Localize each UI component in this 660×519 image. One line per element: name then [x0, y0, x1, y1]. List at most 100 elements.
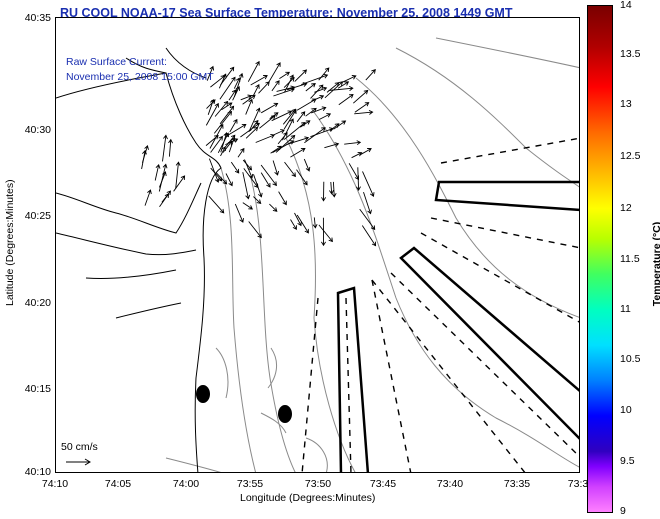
current-vector — [214, 100, 229, 117]
current-vector — [228, 137, 236, 153]
y-tick-label: 40:35 — [24, 12, 51, 24]
current-vector — [329, 181, 334, 195]
current-vectors — [141, 60, 377, 247]
current-vector — [324, 142, 340, 149]
current-vector — [283, 121, 306, 140]
current-vector — [247, 60, 260, 82]
current-vector — [305, 107, 317, 117]
current-vector — [361, 225, 377, 247]
scale-label: 50 cm/s — [61, 441, 98, 453]
current-vector — [158, 163, 168, 192]
current-vector — [294, 69, 308, 82]
current-vector — [284, 161, 296, 178]
colorbar-tick: 13.5 — [620, 48, 641, 60]
current-vector — [260, 172, 271, 188]
current-vector — [354, 102, 370, 113]
current-vector — [270, 145, 282, 154]
current-vector — [215, 172, 228, 185]
colorbar-tick: 11.5 — [620, 253, 640, 265]
current-vector — [344, 140, 362, 146]
current-vector — [243, 168, 259, 189]
current-vector — [250, 75, 268, 86]
current-vector — [333, 120, 347, 130]
current-vector — [326, 82, 340, 93]
x-tick-label: 73:3 — [567, 478, 589, 490]
current-vector — [245, 126, 259, 139]
current-vector — [242, 94, 256, 105]
scale-arrow — [66, 458, 91, 466]
y-tick-label: 40:15 — [24, 383, 51, 395]
current-vector — [283, 109, 297, 130]
colorbar-title: Temperature (°C) — [651, 221, 660, 307]
current-vector — [296, 98, 317, 111]
current-vector — [259, 115, 276, 129]
current-vector — [337, 81, 350, 89]
current-vector — [290, 219, 297, 231]
current-vector — [258, 81, 270, 94]
current-vector — [162, 134, 168, 162]
current-vector — [233, 72, 244, 97]
colorbar-tick: 12.5 — [620, 150, 641, 162]
colorbar-tick: 13 — [620, 98, 632, 110]
current-vector — [338, 93, 354, 106]
current-vector — [271, 80, 280, 92]
sector-dashed-lines — [301, 137, 579, 472]
current-vector — [300, 120, 311, 128]
current-vector — [356, 167, 361, 191]
current-vector — [245, 98, 253, 115]
y-tick-label: 40:25 — [24, 210, 51, 222]
current-vector — [209, 123, 224, 149]
map-panel: Raw Surface Current: November 25, 2008 1… — [55, 17, 580, 473]
current-legend-time: November 25, 2008 15:00 GMT — [66, 71, 214, 83]
current-vector — [244, 159, 254, 179]
colorbar-tick: 9.5 — [620, 455, 635, 467]
current-vector — [206, 99, 216, 109]
current-vector — [353, 89, 369, 104]
x-tick-label: 74:05 — [104, 478, 132, 490]
current-vector — [363, 191, 372, 215]
current-vector — [242, 172, 251, 200]
current-vector — [253, 174, 263, 198]
colorbar-tick: 9 — [620, 505, 626, 517]
current-vector — [234, 203, 244, 223]
current-vector — [141, 149, 147, 170]
current-vector — [321, 217, 326, 247]
current-vector — [269, 203, 278, 212]
current-vector — [305, 82, 316, 92]
x-tick-label: 73:35 — [503, 478, 531, 490]
current-vector — [260, 102, 279, 114]
current-vector — [206, 65, 215, 81]
current-vector — [220, 66, 235, 86]
x-axis-title: Longitude (Degrees:Minutes) — [240, 492, 376, 504]
current-vector — [296, 214, 309, 234]
current-vector — [312, 217, 318, 229]
coastline — [56, 47, 222, 472]
current-vector — [354, 109, 374, 115]
current-vector — [210, 75, 226, 88]
current-vector — [205, 102, 219, 126]
current-vector — [286, 136, 310, 146]
colorbar-tick: 10 — [620, 404, 632, 416]
current-vector — [158, 171, 167, 188]
current-vector — [222, 140, 233, 153]
current-vector — [278, 191, 287, 206]
x-tick-label: 73:40 — [436, 478, 464, 490]
current-legend-label: Raw Surface Current: — [66, 56, 167, 68]
map-graphic — [56, 37, 579, 472]
y-tick-label: 40:30 — [24, 124, 51, 136]
current-vector — [242, 202, 254, 210]
current-vector — [351, 151, 363, 159]
current-vector — [359, 148, 372, 156]
colorbar-tick: 10.5 — [620, 353, 641, 365]
current-vector — [296, 169, 308, 186]
x-tick-label: 74:00 — [172, 478, 200, 490]
current-vector — [272, 160, 280, 176]
y-axis-title: Latitude (Degrees:Minutes) — [4, 179, 16, 306]
current-vector — [221, 102, 233, 111]
current-vector — [248, 221, 262, 239]
current-vector — [219, 105, 235, 125]
current-vector — [144, 189, 152, 206]
current-vector — [329, 123, 340, 132]
current-vector — [331, 181, 337, 198]
temperature-colorbar — [587, 5, 613, 513]
